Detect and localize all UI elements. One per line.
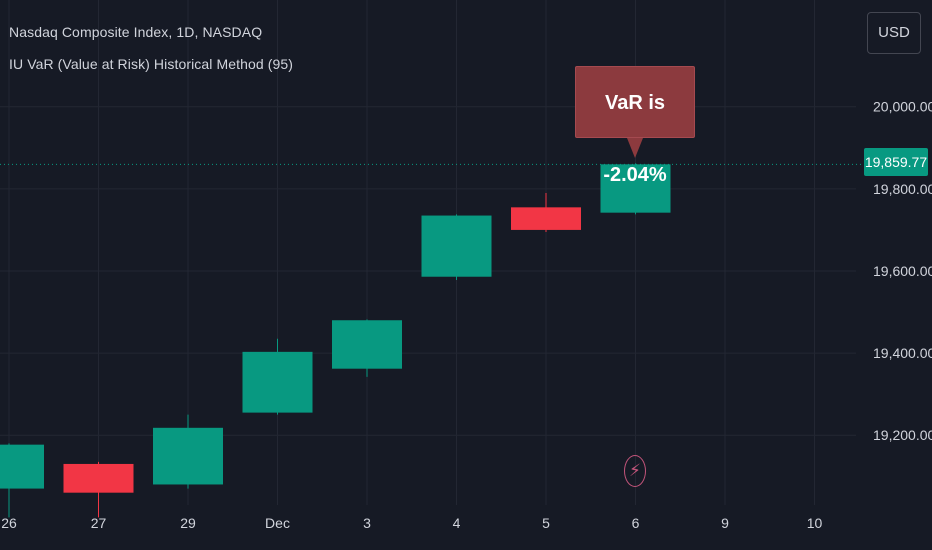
x-tick-label: Dec bbox=[265, 515, 290, 531]
candle-body bbox=[0, 444, 44, 489]
price-axis[interactable]: 19,200.00 19,400.00 19,600.00 19,800.00 20,0… bbox=[873, 99, 932, 443]
candle-body bbox=[332, 320, 402, 369]
indicator-legend[interactable]: IU VaR (Value at Risk) Historical Method… bbox=[9, 56, 294, 72]
y-tick-label: 19,800.00 bbox=[873, 181, 932, 197]
candle-body bbox=[63, 463, 134, 493]
lightning-icon[interactable]: ⚡︎ bbox=[624, 455, 646, 487]
y-tick-label: 19,400.00 bbox=[873, 345, 932, 361]
candle-body bbox=[511, 207, 581, 230]
candle-body bbox=[421, 215, 492, 277]
var-callout: VaR is -2.04% bbox=[575, 66, 695, 186]
candle-body bbox=[242, 351, 313, 413]
y-tick-label: 19,200.00 bbox=[873, 427, 932, 443]
x-tick-label: 10 bbox=[807, 515, 823, 531]
x-tick-label: 4 bbox=[453, 515, 461, 531]
time-axis[interactable]: 26 27 29 Dec 3 4 5 6 9 10 bbox=[1, 515, 822, 531]
x-tick-label: 5 bbox=[542, 515, 550, 531]
x-tick-label: 9 bbox=[721, 515, 729, 531]
symbol-legend[interactable]: Nasdaq Composite Index, 1D, NASDAQ bbox=[9, 24, 263, 40]
x-tick-label: 6 bbox=[632, 515, 640, 531]
candle-body bbox=[153, 427, 223, 485]
x-tick-label: 27 bbox=[91, 515, 107, 531]
y-tick-label: 19,600.00 bbox=[873, 263, 932, 279]
candles-layer bbox=[0, 163, 671, 518]
last-price-tag: 19,859.77 bbox=[864, 148, 928, 176]
x-tick-label: 3 bbox=[363, 515, 371, 531]
y-tick-label: 20,000.00 bbox=[873, 99, 932, 115]
x-tick-label: 26 bbox=[1, 515, 17, 531]
candle-body bbox=[600, 164, 671, 213]
x-tick-label: 29 bbox=[180, 515, 196, 531]
var-callout-pointer bbox=[627, 138, 643, 158]
currency-button[interactable]: USD bbox=[867, 12, 921, 54]
